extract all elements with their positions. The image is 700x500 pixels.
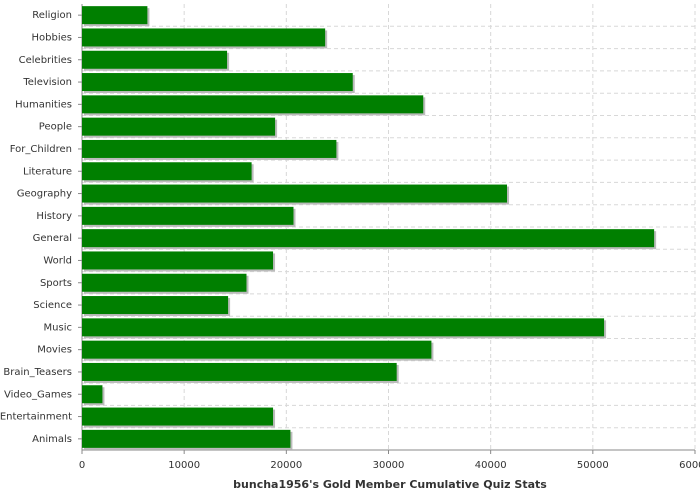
- x-tick-label: 50000: [577, 460, 609, 471]
- bar: [82, 6, 148, 25]
- y-tick-label: History: [36, 211, 72, 222]
- x-tick-label: 60000: [679, 460, 700, 471]
- x-tick-label: 10000: [168, 460, 200, 471]
- bar: [82, 95, 424, 114]
- bar: [82, 28, 326, 47]
- bar: [82, 385, 103, 404]
- y-tick-label: Television: [22, 77, 72, 88]
- bar: [82, 184, 508, 203]
- y-tick-label: Science: [33, 300, 72, 311]
- x-tick-label: 40000: [475, 460, 507, 471]
- y-tick-label: Movies: [37, 345, 72, 356]
- y-tick-label: For_Children: [10, 144, 72, 155]
- y-tick-label: Geography: [17, 189, 72, 200]
- y-tick-label: Music: [44, 322, 72, 333]
- y-tick-label: Video_Games: [4, 389, 72, 400]
- bar: [82, 251, 274, 270]
- y-tick-label: Celebrities: [19, 55, 72, 66]
- bar: [82, 229, 655, 248]
- bar: [82, 117, 276, 136]
- y-tick-label: Literature: [23, 166, 72, 177]
- bar: [82, 206, 294, 225]
- y-tick-label: People: [39, 122, 72, 133]
- y-tick-label: Sports: [40, 278, 72, 289]
- bar: [82, 73, 353, 92]
- x-axis-label: buncha1956's Gold Member Cumulative Quiz…: [233, 478, 547, 491]
- bar: [82, 296, 229, 315]
- y-tick-label: Hobbies: [32, 32, 72, 43]
- y-tick-label: Brain_Teasers: [3, 367, 72, 378]
- bar: [82, 407, 274, 426]
- y-tick-label: Entertainment: [0, 412, 72, 423]
- bar: [82, 162, 252, 181]
- y-tick-label: General: [33, 233, 72, 244]
- x-tick-label: 0: [79, 460, 85, 471]
- bar: [82, 340, 432, 359]
- bar: [82, 362, 397, 381]
- bar: [82, 273, 247, 292]
- bar: [82, 318, 605, 337]
- x-tick-label: 20000: [270, 460, 302, 471]
- y-tick-label: World: [43, 255, 72, 266]
- bar: [82, 139, 337, 158]
- y-tick-label: Animals: [32, 434, 72, 445]
- y-tick-label: Religion: [32, 10, 72, 21]
- y-tick-label: Humanities: [15, 99, 72, 110]
- bar: [82, 429, 291, 448]
- x-tick-label: 30000: [373, 460, 405, 471]
- bar: [82, 50, 228, 69]
